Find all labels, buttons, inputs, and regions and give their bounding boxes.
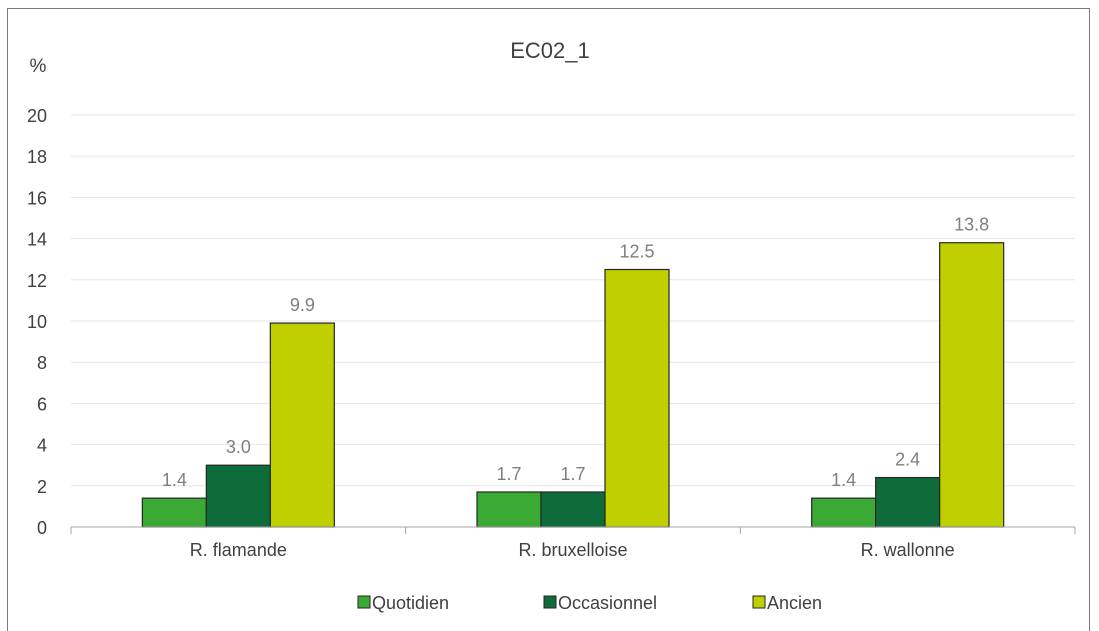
bar [476,491,542,528]
legend: Quotidien Occasionnel Ancien [357,593,822,613]
chart-title: EC02_1 [510,38,590,63]
legend-label: Ancien [767,593,822,613]
gridlines [71,114,1075,487]
data-label: 12.5 [619,242,654,262]
y-tick-label: 20 [27,106,47,126]
data-label: 9.9 [290,295,315,315]
data-label: 1.4 [162,470,187,490]
legend-swatch [543,595,557,609]
x-tick-label: R. flamande [190,540,287,560]
y-tick-label: 2 [37,477,47,497]
x-axis: R. flamande R. bruxelloise R. wallonne [70,526,1076,560]
y-tick-label: 12 [27,271,47,291]
bar [939,242,1005,528]
data-label: 2.4 [895,450,920,470]
legend-swatch [752,595,766,609]
data-label: 1.4 [831,470,856,490]
y-tick-label: 16 [27,188,47,208]
bar [875,476,941,528]
data-label: 1.7 [496,464,521,484]
bar [141,497,207,528]
data-labels: 1.4 3.0 9.9 1.7 1.7 12.5 1.4 2.4 13.8 [162,215,989,490]
x-tick-label: R. wallonne [861,540,955,560]
y-tick-label: 8 [37,353,47,373]
y-axis-label: % [30,56,47,77]
bar [269,322,335,528]
y-tick-label: 4 [37,436,47,456]
bar [811,497,877,528]
data-label: 1.7 [560,464,585,484]
legend-label: Quotidien [372,593,449,613]
data-label: 3.0 [226,437,251,457]
y-tick-label: 18 [27,147,47,167]
legend-label: Occasionnel [558,593,657,613]
bar [540,491,606,528]
x-tick-label: R. bruxelloise [518,540,627,560]
bars [141,242,1005,528]
y-tick-label: 6 [37,394,47,414]
data-label: 13.8 [954,215,989,235]
legend-swatch [357,595,371,609]
bar [205,464,271,528]
y-tick-label: 14 [27,230,47,250]
y-tick-label: 10 [27,312,47,332]
y-tick-label: 0 [37,518,47,538]
y-tick-labels: 0 2 4 6 8 10 12 14 16 18 20 [27,106,47,538]
bar [604,268,670,528]
